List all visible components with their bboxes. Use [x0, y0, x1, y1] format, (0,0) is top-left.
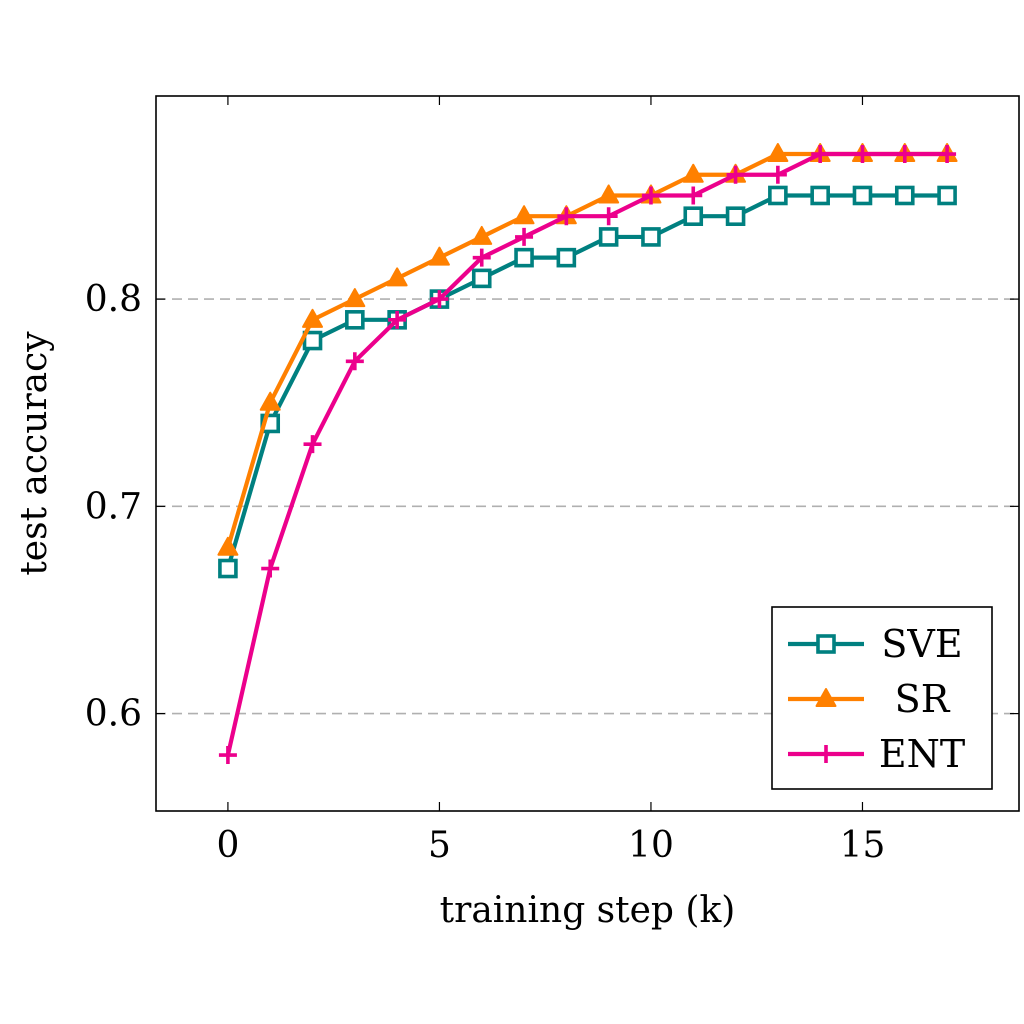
y-axis-label: test accuracy: [14, 331, 55, 576]
series-line-sve: [225, 193, 948, 570]
data-point-ent: [218, 746, 237, 765]
data-point-ent: [472, 248, 491, 267]
data-point-ent: [811, 145, 830, 164]
x-tick-label: 15: [840, 825, 886, 866]
y-tick-label: 0.6: [85, 694, 142, 735]
legend-label-sr: SR: [895, 677, 951, 721]
series-line-sr: [225, 151, 948, 549]
data-point-sve: [725, 206, 746, 227]
data-point-sve: [218, 558, 238, 579]
legend-marker-sr: [815, 688, 837, 707]
x-axis-label: training step (k): [440, 890, 736, 931]
legend-item-ent: ENT: [788, 732, 965, 776]
legend-marker-ent: [817, 745, 835, 763]
data-point-ent: [557, 207, 576, 226]
plot-frame: [155, 95, 1020, 812]
series-ent: [218, 145, 957, 765]
data-point-sve: [471, 268, 492, 289]
data-point-sve: [768, 185, 788, 206]
data-point-sve: [302, 330, 323, 351]
data-point-sve: [937, 185, 957, 206]
data-point-sve: [810, 185, 830, 206]
data-point-ent: [303, 435, 322, 454]
data-point-sr: [682, 163, 704, 183]
data-point-sve: [641, 227, 661, 247]
data-point-sve: [852, 185, 873, 206]
data-point-ent: [895, 145, 914, 164]
x-tick-label: 10: [628, 825, 674, 866]
tick-group: 0 5 10 15 0.6 0.7 0.8: [85, 96, 1019, 866]
data-point-sve: [345, 310, 365, 330]
data-point-sr: [598, 184, 620, 204]
y-tick-label: 0.8: [85, 279, 142, 320]
data-point-ent: [261, 559, 280, 578]
data-point-sve: [514, 247, 534, 268]
legend-label-sve: SVE: [881, 622, 962, 666]
y-tick-label: 0.7: [85, 486, 142, 527]
data-point-sve: [556, 247, 577, 268]
data-point-ent: [641, 186, 660, 205]
x-tick-label: 0: [216, 825, 239, 866]
data-point-sve: [598, 227, 619, 247]
data-point-sr: [217, 536, 239, 556]
data-point-sr: [513, 205, 535, 225]
data-point-ent: [388, 310, 407, 329]
data-point-sve: [894, 185, 915, 206]
legend-marker-sve: [816, 634, 836, 654]
data-point-ent: [684, 186, 703, 205]
data-point-sr: [344, 288, 366, 308]
data-point-ent: [853, 145, 872, 164]
legend: SVE SR ENT: [771, 606, 993, 790]
data-point-ent: [515, 227, 534, 246]
data-point-sr: [428, 246, 450, 266]
data-point-ent: [599, 207, 618, 226]
legend-item-sve: SVE: [788, 622, 963, 666]
data-point-ent: [430, 290, 449, 309]
data-point-ent: [768, 165, 787, 184]
data-point-sr: [471, 225, 493, 245]
series-group: [217, 143, 958, 765]
data-point-sve: [683, 206, 704, 227]
data-point-sr: [386, 267, 408, 287]
legend-item-sr: SR: [788, 677, 951, 721]
series-sr: [217, 143, 958, 556]
data-point-sr: [259, 391, 281, 411]
data-point-ent: [938, 145, 957, 164]
series-sve: [218, 185, 957, 579]
legend-label-ent: ENT: [879, 732, 965, 776]
x-tick-label: 5: [428, 825, 451, 866]
data-point-sr: [302, 308, 324, 328]
data-point-ent: [345, 352, 364, 371]
data-point-ent: [726, 165, 745, 184]
data-point-sr: [767, 143, 789, 163]
